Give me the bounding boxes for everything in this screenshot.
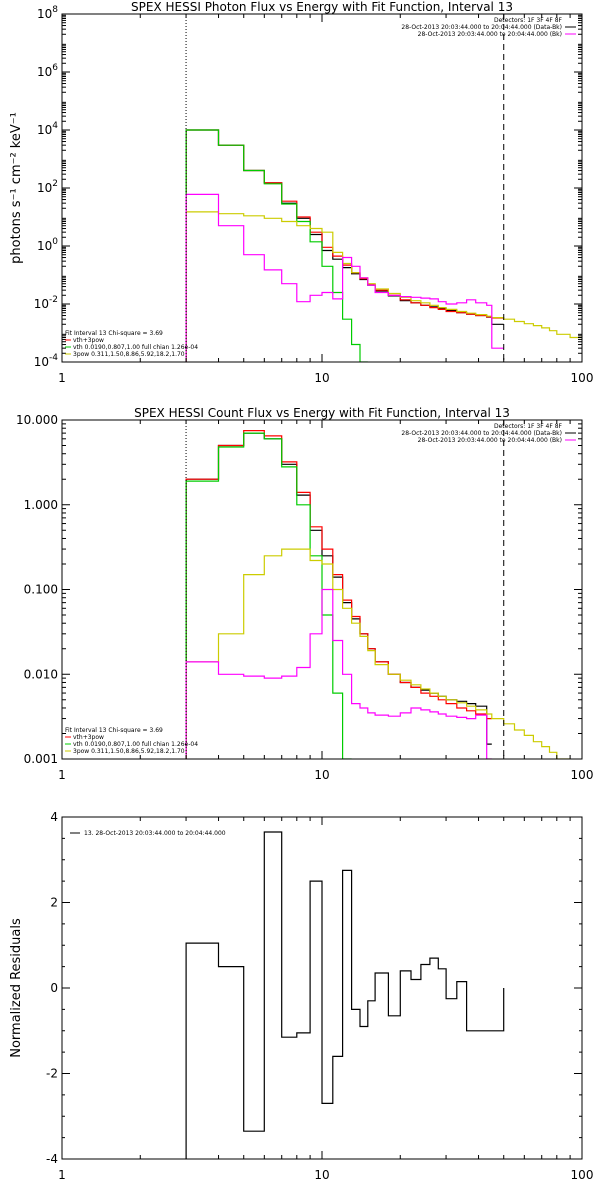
legend-entry: 28-Oct-2013 20:03:44.000 to 20:04:44.000… <box>418 31 562 38</box>
y-axis-label: Normalized Residuals <box>9 918 24 1058</box>
y-tick-label: 100 <box>37 237 58 253</box>
legend-entry: Fit Interval 13 Chi-square = 3.69 <box>65 727 163 734</box>
y-tick-label: 0.010 <box>24 667 58 681</box>
y-tick-label: 104 <box>37 121 58 137</box>
x-tick-label: 10 <box>314 768 329 782</box>
series-bk <box>185 193 504 362</box>
legend-entry: 13. 28-Oct-2013 20:03:44.000 to 20:04:44… <box>84 830 226 837</box>
legend-entry: vth+3pow <box>73 734 104 741</box>
y-tick-base: 10 <box>37 181 52 195</box>
legend-entry: 28-Oct-2013 20:03:44.000 to 20:04:44.000… <box>401 24 562 31</box>
chart-title: SPEX HESSI Count Flux vs Energy with Fit… <box>134 406 510 420</box>
legend-entry: Detectors: 1F 3F 4F 8F <box>494 17 563 24</box>
legend-entry: 3pow 0.311,1.50,8.86,5.92,18.2,1.70 <box>73 351 185 358</box>
y-tick-base: 10 <box>37 65 52 79</box>
legend-entry: Fit Interval 13 Chi-square = 3.69 <box>65 330 163 337</box>
legend-entry: 28-Oct-2013 20:03:44.000 to 20:04:44.000… <box>401 430 562 437</box>
y-tick-label: 10-4 <box>34 353 59 369</box>
y-tick-exponent: 2 <box>52 179 58 189</box>
chart-title: SPEX HESSI Photon Flux vs Energy with Fi… <box>131 0 513 14</box>
y-tick-label: 10.000 <box>16 413 58 427</box>
series-data-bk <box>185 432 492 759</box>
y-tick-label: 106 <box>37 63 58 79</box>
series-vth <box>185 432 352 759</box>
x-tick-label: 1 <box>58 768 66 782</box>
y-tick-label: 2 <box>50 896 58 910</box>
series-3pow <box>185 211 582 362</box>
x-tick-label: 100 <box>571 1168 594 1182</box>
y-tick-label: 0.001 <box>24 752 58 766</box>
y-tick-exponent: 4 <box>52 121 58 131</box>
x-tick-label: 100 <box>571 371 594 385</box>
series-data-bk <box>185 129 504 362</box>
y-tick-base: 10 <box>37 239 52 253</box>
x-tick-label: 10 <box>314 1168 329 1182</box>
legend-entry: vth 0.0190,0.807,1.00 full chian 1.26e-0… <box>73 344 198 351</box>
legend-entry: 3pow 0.311,1.50,8.86,5.92,18.2,1.70 <box>73 748 185 755</box>
y-tick-label: 0 <box>50 981 58 995</box>
series-group <box>185 430 571 759</box>
series-13 <box>185 831 505 1159</box>
series-3pow <box>185 548 571 759</box>
y-tick-exponent: 6 <box>52 63 58 73</box>
y-tick-base: 10 <box>34 297 49 311</box>
x-tick-label: 10 <box>314 371 329 385</box>
y-axis-label: photons s⁻¹ cm⁻² keV⁻¹ <box>9 112 24 264</box>
series-group <box>185 129 582 362</box>
y-tick-label: 0.100 <box>24 583 58 597</box>
y-tick-exponent: -2 <box>49 295 58 305</box>
y-tick-exponent: 0 <box>52 237 58 247</box>
legend-entry: Detectors: 1F 3F 4F 8F <box>494 423 563 430</box>
y-tick-base: 10 <box>34 355 49 369</box>
legend-entry: vth+3pow <box>73 337 104 344</box>
legend-entry: 28-Oct-2013 20:03:44.000 to 20:04:44.000… <box>418 437 562 444</box>
y-tick-label: 102 <box>37 179 58 195</box>
x-tick-label: 100 <box>571 768 594 782</box>
series-vth-3pow <box>185 430 492 759</box>
series-vth-3pow <box>185 129 504 362</box>
y-tick-label: 108 <box>37 5 58 21</box>
legend-entry: vth 0.0190,0.807,1.00 full chian 1.26e-0… <box>73 741 198 748</box>
y-tick-label: -4 <box>46 1152 58 1166</box>
y-tick-exponent: 8 <box>52 5 58 15</box>
y-tick-exponent: -4 <box>49 353 58 363</box>
x-tick-label: 1 <box>58 1168 66 1182</box>
y-tick-label: -2 <box>46 1067 58 1081</box>
y-tick-label: 1.000 <box>24 498 58 512</box>
series-vth <box>185 129 368 362</box>
chart-panel-2: 1 10 100 0.001 0.010 0.100 1.000 10.000 SPEX HES… <box>16 406 593 782</box>
series-bk <box>185 588 492 759</box>
y-tick-base: 10 <box>37 7 52 21</box>
y-tick-label: 4 <box>50 810 58 824</box>
y-tick-base: 10 <box>37 123 52 137</box>
chart-panel-3: 1 10 100 -4 -2 0 2 4 Normalized Residuals 13. 28-… <box>9 810 593 1182</box>
x-tick-label: 1 <box>58 371 66 385</box>
series-group <box>185 831 505 1159</box>
y-tick-label: 10-2 <box>34 295 58 311</box>
